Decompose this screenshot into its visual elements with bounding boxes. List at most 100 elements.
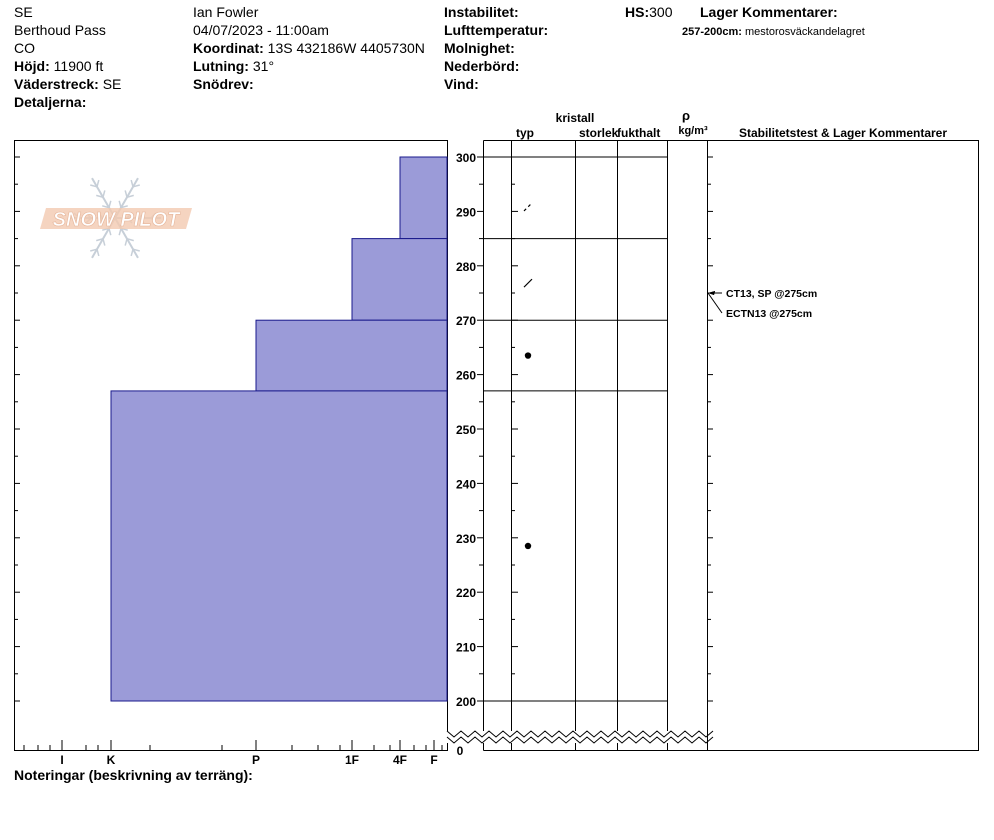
hardness-tick-label: 4F xyxy=(393,753,407,767)
logo-text: SNOW PILOT xyxy=(53,209,181,231)
stability-tests: CT13, SP @275cm ECTN13 @275cm xyxy=(707,288,817,320)
snowflake-branch xyxy=(120,205,128,209)
location: Berthoud Pass xyxy=(14,22,106,38)
zigzag-line-top xyxy=(446,730,714,738)
clouds-label: Molnighet: xyxy=(444,40,515,56)
snowflake-branch xyxy=(108,200,112,208)
coord-value: 13S 432186W 4405730N xyxy=(267,40,425,56)
snowflake-branch xyxy=(132,248,140,252)
hardness-axis: I K P 1F 4F F xyxy=(23,740,443,767)
height-tick-label: 270 xyxy=(456,314,476,328)
snowflake-branch xyxy=(126,238,134,242)
snowflake-branch xyxy=(118,228,122,236)
height-tick-label: 280 xyxy=(456,260,476,274)
drift-row: Snödrev: xyxy=(193,75,254,93)
stability-test-arrow xyxy=(708,291,715,295)
aspect-row: Väderstreck: SE xyxy=(14,75,121,93)
snow-layer-bar xyxy=(110,390,448,702)
snow-layer-bar xyxy=(255,319,448,392)
datetime: 04/07/2023 - 11:00am xyxy=(193,22,329,38)
height-tick-label: 260 xyxy=(456,369,476,383)
slope-value: 31° xyxy=(252,58,275,74)
stability-test-label: ECTN13 @275cm xyxy=(726,308,812,320)
hs-value: 300 xyxy=(649,4,673,20)
snowflake-branch xyxy=(102,190,106,198)
layer-comment-text: mestorosväckandelagret xyxy=(745,26,865,38)
snowflake-branch xyxy=(102,238,106,246)
state: CO xyxy=(14,40,35,56)
stability-panel-frame xyxy=(707,140,979,751)
slope-label: Lutning: xyxy=(193,58,249,74)
grain-symbols xyxy=(523,202,533,550)
snowflake-branch xyxy=(102,205,110,209)
drift-label: Snödrev: xyxy=(193,76,254,92)
hardness-tick-label: P xyxy=(252,753,260,767)
layer-comments-title: Lager Kommentarer: xyxy=(700,3,838,21)
slope-row: Lutning: 31° xyxy=(193,57,274,75)
hs-label: HS: xyxy=(625,4,650,20)
zigzag-gap xyxy=(447,731,707,743)
observer: Ian Fowler xyxy=(193,4,259,20)
col-size-header: storlek xyxy=(579,126,619,140)
snowflake-branch xyxy=(118,200,122,208)
height-axis: 200 210 220 230 240 250 260 270 280 290 300 0 xyxy=(14,151,713,758)
notes-row: Noteringar (beskrivning av terräng): xyxy=(14,766,253,784)
coord-label: Koordinat: xyxy=(193,40,264,56)
grain-slash-symbol xyxy=(523,278,533,288)
height-tick-label: 220 xyxy=(456,586,476,600)
details-row: Detaljerna: xyxy=(14,93,86,111)
layer-comment-row: 257-200cm: mestorosväckandelagret xyxy=(682,23,865,41)
instability-label: Instabilitet: xyxy=(444,4,519,20)
height-tick-label: 200 xyxy=(456,695,476,709)
snowflake-branch xyxy=(124,238,128,246)
snowflake-branch xyxy=(90,248,98,252)
snowflake-branch xyxy=(130,248,134,257)
elevation-label: Höjd: xyxy=(14,58,50,74)
col-rho-header: ρ xyxy=(682,108,690,123)
height-tick-label: 300 xyxy=(456,151,476,165)
coord-row: Koordinat: 13S 432186W 4405730N xyxy=(193,39,425,57)
grain-dashed-slash-symbol xyxy=(523,202,533,212)
layer-comments-label: Lager Kommentarer: xyxy=(700,4,838,20)
grain-dot-symbol xyxy=(524,542,532,550)
stability-test-leader xyxy=(707,292,723,314)
col-type-header: typ xyxy=(516,126,534,140)
snowflake-branch xyxy=(108,228,112,236)
snowflake-branch xyxy=(126,194,134,198)
height-tick-label: 290 xyxy=(456,205,476,219)
height-tick-label: 210 xyxy=(456,641,476,655)
hardness-tick-label: I xyxy=(60,753,63,767)
snowflake-branch xyxy=(90,184,98,188)
precip-label: Nederbörd: xyxy=(444,58,520,74)
col-crystal-header: kristall xyxy=(556,111,595,125)
aspect-title: SE xyxy=(14,4,33,20)
snow-layer-bar xyxy=(351,238,448,321)
hs-row: HS:300 xyxy=(625,3,672,21)
height-tick-label: 240 xyxy=(456,477,476,491)
stability-test-label: CT13, SP @275cm xyxy=(726,288,817,300)
wind-label: Vind: xyxy=(444,76,479,92)
snowpilot-logo: SNOW PILOT xyxy=(40,177,192,259)
aspect-label: Väderstreck: xyxy=(14,76,99,92)
col-stability-header: Stabilitetstest & Lager Kommentarer xyxy=(739,126,947,140)
hardness-tick-label: 1F xyxy=(345,753,359,767)
broken-axis-zigzag xyxy=(446,730,714,744)
details-label: Detaljerna: xyxy=(14,94,87,110)
snowflake-branch xyxy=(130,179,134,188)
instability-row: Instabilitet: xyxy=(444,3,519,21)
height-tick-label: 250 xyxy=(456,423,476,437)
snowflake-branch xyxy=(96,238,104,242)
elevation-value: 11900 ft xyxy=(53,58,104,74)
snowflake-branch xyxy=(132,184,140,188)
elevation-row: Höjd: 11900 ft xyxy=(14,57,103,75)
wind-row: Vind: xyxy=(444,75,479,93)
airtemp-row: Lufttemperatur: xyxy=(444,21,548,39)
hardness-tick-label: K xyxy=(107,753,116,767)
layer-boundaries xyxy=(483,156,667,702)
snowflake-branch xyxy=(96,248,100,257)
snow-layer-bar xyxy=(399,156,448,240)
snowflake-branch xyxy=(96,194,104,198)
col-moisture-header: fukthalt xyxy=(617,126,660,140)
snowflake-branch xyxy=(96,179,100,188)
